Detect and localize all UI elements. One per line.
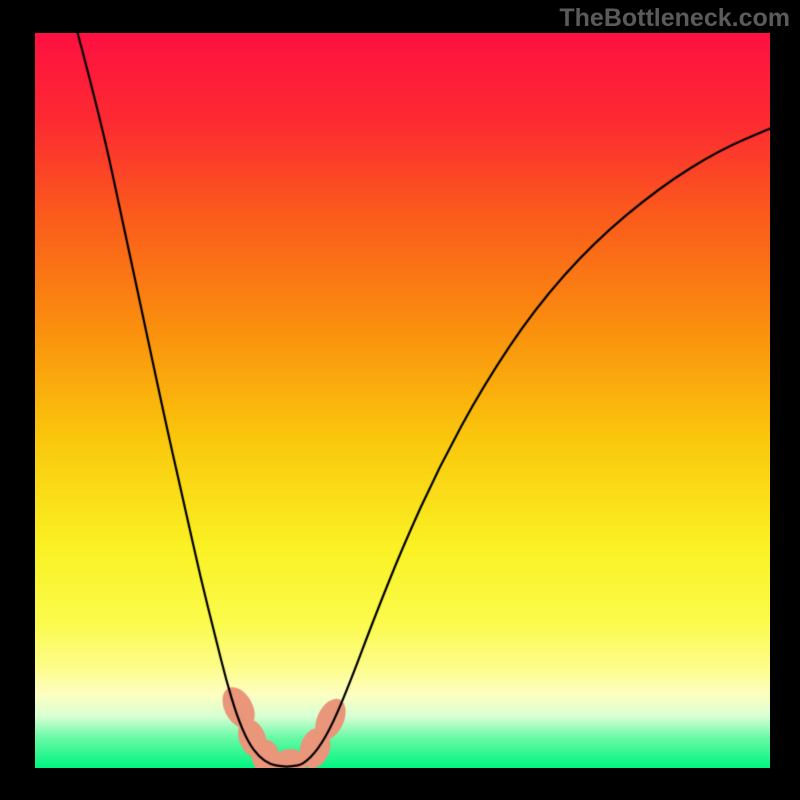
plot-area [35, 33, 770, 768]
bottleneck-curve-chart [35, 33, 770, 768]
chart-root: TheBottleneck.com [0, 0, 800, 800]
attribution-label: TheBottleneck.com [559, 4, 790, 33]
